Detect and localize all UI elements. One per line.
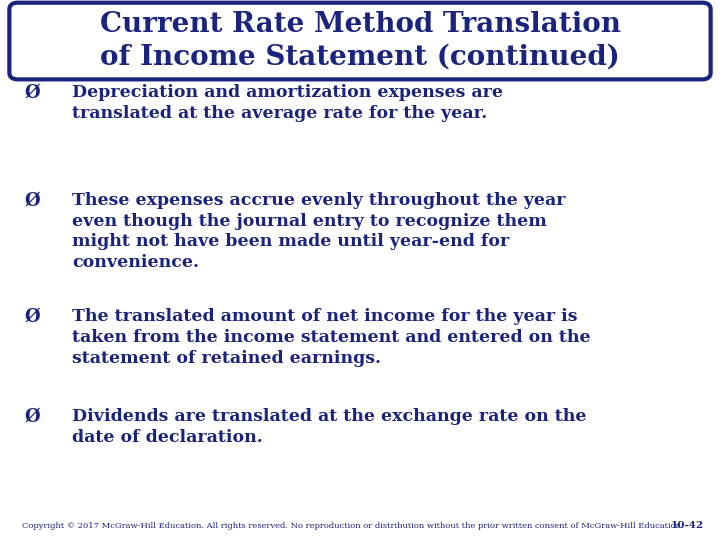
Text: Ø: Ø	[24, 192, 40, 210]
Text: Ø: Ø	[24, 408, 40, 426]
Text: Copyright © 2017 McGraw-Hill Education. All rights reserved. No reproduction or : Copyright © 2017 McGraw-Hill Education. …	[22, 522, 683, 530]
Text: Ø: Ø	[24, 84, 40, 102]
Text: Current Rate Method Translation
of Income Statement (continued): Current Rate Method Translation of Incom…	[99, 11, 621, 71]
Text: Depreciation and amortization expenses are
translated at the average rate for th: Depreciation and amortization expenses a…	[72, 84, 503, 122]
Text: 10-42: 10-42	[671, 521, 704, 530]
FancyBboxPatch shape	[9, 3, 711, 79]
Text: These expenses accrue evenly throughout the year
even though the journal entry t: These expenses accrue evenly throughout …	[72, 192, 565, 272]
Text: The translated amount of net income for the year is
taken from the income statem: The translated amount of net income for …	[72, 308, 590, 367]
Text: Ø: Ø	[24, 308, 40, 326]
Text: Dividends are translated at the exchange rate on the
date of declaration.: Dividends are translated at the exchange…	[72, 408, 587, 445]
